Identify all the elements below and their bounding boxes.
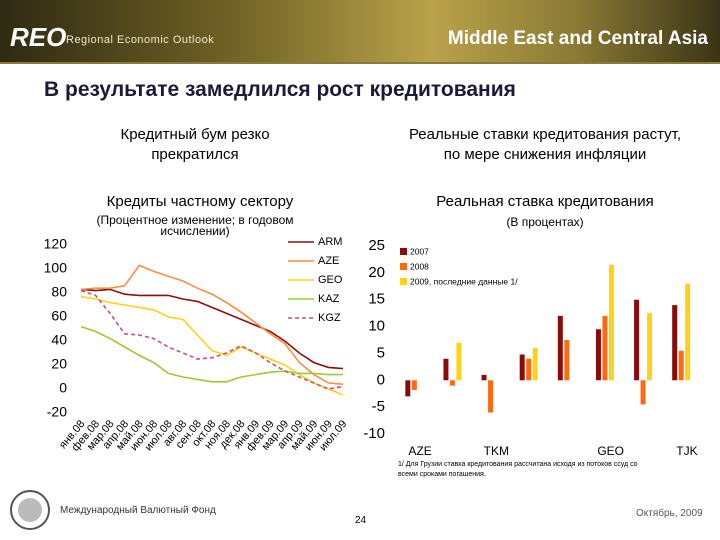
series-line <box>80 288 344 370</box>
y-tick-label: 15 <box>368 291 385 308</box>
bar <box>411 380 417 390</box>
divider <box>0 62 720 64</box>
y-tick-label: 120 <box>44 236 68 252</box>
series-line <box>80 264 344 385</box>
brand-sub: Regional Economic Outlook <box>66 34 215 46</box>
legend-label: KGZ <box>318 312 341 324</box>
imf-logo <box>10 490 50 530</box>
bar <box>488 380 494 413</box>
bar <box>647 313 653 381</box>
y-tick-label: -10 <box>363 425 385 442</box>
footer-date: Октябрь, 2009 <box>636 508 703 519</box>
x-tick-label: AZE <box>408 444 431 458</box>
bar <box>449 380 455 386</box>
y-tick-label: -5 <box>372 398 385 415</box>
y-tick-label: 20 <box>51 356 67 372</box>
legend-swatch <box>400 248 407 255</box>
bar <box>456 342 462 381</box>
bar <box>405 380 411 397</box>
y-tick-label: 10 <box>368 318 385 335</box>
left-chart-subtitle: (Процентное изменение; в годовом исчисле… <box>96 213 294 238</box>
brand: REO <box>10 22 67 52</box>
left-chart-title: Кредиты частному сектору <box>106 193 294 210</box>
right-chart-subtitle: (В процентах) <box>506 215 584 229</box>
bar <box>672 305 678 381</box>
bar <box>608 264 614 381</box>
x-tick-label: TJK <box>676 444 697 458</box>
region: Middle East and Central Asia <box>447 28 708 49</box>
y-tick-label: 100 <box>44 260 68 276</box>
right-heading: Реальные ставки кредитования растут, по … <box>408 126 682 163</box>
right-chart-title: Реальная ставка кредитования <box>436 193 654 210</box>
legend-label: 2008 <box>410 261 429 271</box>
x-tick-label: TKM <box>484 444 509 458</box>
page-number: 24 <box>355 515 367 526</box>
y-tick-label: -20 <box>47 404 67 420</box>
legend-label: 2007 <box>410 246 429 256</box>
legend-swatch <box>400 278 407 285</box>
legend-swatch <box>400 263 407 270</box>
bar <box>532 348 538 381</box>
series-line <box>80 289 344 390</box>
footer-org: Международный Валютный Фонд <box>60 505 216 516</box>
bar <box>595 329 601 381</box>
y-tick-label: 5 <box>377 344 385 361</box>
bar <box>526 358 532 381</box>
series-line <box>80 325 343 383</box>
bar <box>634 299 640 381</box>
y-tick-label: 25 <box>368 237 385 254</box>
series-line <box>80 295 344 396</box>
legend-label: 2009, последние данные 1/ <box>410 276 518 286</box>
bar <box>443 358 449 381</box>
legend-label: KAZ <box>318 293 340 305</box>
y-tick-label: 0 <box>59 380 67 396</box>
y-tick-label: 0 <box>377 371 385 388</box>
y-tick-label: 80 <box>51 284 67 300</box>
y-tick-label: 60 <box>51 308 67 324</box>
bar <box>678 350 684 381</box>
bar <box>557 315 563 381</box>
bar <box>519 354 525 381</box>
header-band: REO Regional Economic Outlook Middle Eas… <box>0 0 720 62</box>
y-tick-label: 40 <box>51 332 67 348</box>
legend-label: GEO <box>318 274 343 286</box>
bar <box>564 340 570 381</box>
y-tick-label: 20 <box>368 264 385 281</box>
legend-label: ARM <box>318 236 342 248</box>
bar <box>685 283 691 381</box>
footnote: 1/ Для Грузии ставка кредитования рассчи… <box>398 461 638 478</box>
bar <box>602 315 608 381</box>
slide-title: В результате замедлился рост кредитовани… <box>44 78 516 101</box>
bar <box>640 380 646 405</box>
bar <box>481 374 487 381</box>
legend-label: AZE <box>318 255 339 267</box>
left-heading: Кредитный бум резко прекратился <box>120 126 270 163</box>
x-tick-label: GEO <box>597 444 624 458</box>
